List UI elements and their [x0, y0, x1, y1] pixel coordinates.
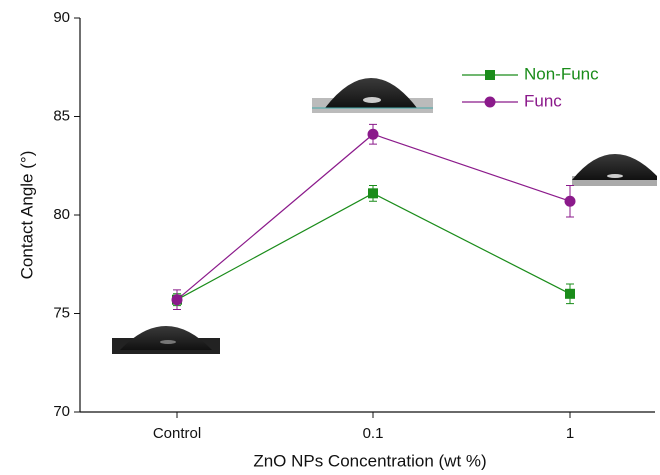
legend-marker [485, 70, 495, 80]
y-axis-label: Contact Angle (°) [17, 151, 36, 280]
chart: Contact Angle (°) ZnO NPs Concentration … [0, 0, 660, 475]
point [565, 196, 576, 207]
droplet-image [112, 326, 220, 354]
point [368, 188, 378, 198]
point [368, 129, 379, 140]
legend-label: Non-Func [524, 64, 599, 83]
x-tick-label: 1 [566, 425, 574, 442]
point [172, 294, 183, 305]
y-tick-label: 85 [53, 107, 70, 124]
y-tick-label: 90 [53, 9, 70, 26]
droplet-image [572, 154, 657, 186]
point [565, 289, 575, 299]
droplet-image [312, 78, 433, 113]
line [177, 193, 570, 299]
x-axis-label: ZnO NPs Concentration (wt %) [253, 451, 486, 470]
x-tick-label: 0.1 [363, 425, 384, 442]
x-tick-label: Control [153, 425, 201, 442]
line [177, 134, 570, 299]
y-tick-label: 70 [53, 403, 70, 420]
legend-marker [485, 97, 496, 108]
legend-label: Func [524, 91, 562, 110]
y-tick-label: 75 [53, 304, 70, 321]
y-tick-label: 80 [53, 206, 70, 223]
